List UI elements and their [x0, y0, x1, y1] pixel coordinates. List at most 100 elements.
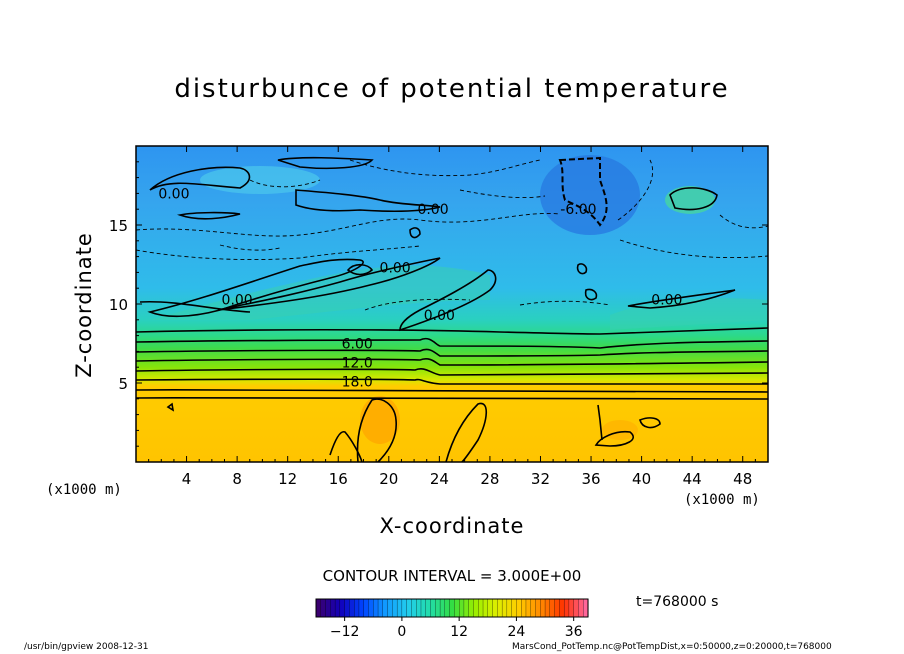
colorbar-cell [568, 598, 575, 618]
colorbar-cell [521, 598, 527, 618]
colorbar-cell [444, 598, 451, 618]
footer-program-date: /usr/bin/gpview 2008-12-31 [24, 642, 149, 652]
colorbar-cell [325, 598, 331, 618]
colorbar-cell [559, 598, 565, 618]
colorbar-cell [349, 598, 355, 618]
colorbar-cell [439, 598, 446, 618]
contour-lines [136, 156, 768, 462]
colorbar-cell [377, 598, 384, 618]
colorbar-cell [516, 598, 522, 618]
y-tick-label: 10 [109, 296, 128, 314]
colorbar-cell [482, 598, 489, 618]
colorbar-cell [497, 598, 503, 618]
contour-label: 6.00 [342, 337, 373, 353]
colorbar-cell [401, 598, 408, 618]
colorbar-cell [344, 598, 350, 618]
colorbar-cell [540, 598, 546, 618]
colorbar-cell [411, 598, 417, 618]
x-tick-label: 28 [480, 470, 499, 488]
heatmap-field [136, 146, 768, 462]
colorbar-cell [358, 598, 365, 618]
colorbar-cell [525, 598, 532, 618]
colorbar-cell [363, 598, 370, 618]
colorbar-cell [459, 598, 465, 618]
colorbar-cell [544, 598, 551, 618]
colorbar-cell [511, 598, 517, 618]
colorbar-tick-label: −12 [330, 624, 360, 640]
contour-label: -6.00 [560, 202, 596, 218]
y-axis-unit: (x1000 m) [46, 482, 122, 498]
colorbar-cell [406, 598, 412, 618]
colorbar-cell [549, 598, 556, 618]
colorbar-cell [506, 598, 513, 618]
contour-label: 18.0 [342, 374, 373, 390]
x-axis-unit: (x1000 m) [684, 492, 760, 508]
x-tick-label: 20 [379, 470, 398, 488]
x-tick-label: 40 [632, 470, 651, 488]
colorbar-cell [387, 598, 393, 618]
x-tick-label: 32 [531, 470, 550, 488]
contour-label: 0.00 [222, 292, 253, 308]
colorbar-cell [392, 598, 398, 618]
colorbar: −12 0 12 24 36 [315, 598, 589, 640]
contour-label: 12.0 [342, 355, 373, 371]
contour-label: 0.00 [424, 308, 455, 324]
x-tick-label: 44 [683, 470, 702, 488]
colorbar-cell [563, 598, 570, 618]
x-tick-label: 8 [232, 470, 242, 488]
colorbar-cell [334, 598, 341, 618]
colorbar-cell [373, 598, 379, 618]
colorbar-cell [463, 598, 470, 618]
contour-label: 0.00 [380, 261, 411, 277]
colorbar-cell [501, 598, 508, 618]
y-tick-label: 15 [109, 217, 128, 235]
y-tick-label: 5 [118, 375, 128, 393]
colorbar-cell [315, 598, 322, 618]
contour-interval-label: CONTOUR INTERVAL = 3.000E+00 [322, 567, 582, 585]
x-axis-label: X-coordinate [379, 514, 525, 538]
colorbar-cell [425, 598, 432, 618]
colorbar-cell [354, 598, 360, 618]
colorbar-tick-label: 36 [565, 624, 583, 640]
x-tick-label: 12 [278, 470, 297, 488]
colorbar-cell [330, 598, 336, 618]
colorbar-cell [449, 598, 455, 618]
colorbar-cell [320, 598, 327, 618]
colorbar-cell [396, 598, 403, 618]
colorbar-cell [382, 598, 389, 618]
contour-label: 0.00 [651, 292, 682, 308]
colorbar-cell [416, 598, 422, 618]
colorbar-cell [535, 598, 541, 618]
colorbar-tick-label: 12 [450, 624, 468, 640]
colorbar-cell [430, 598, 436, 618]
colorbar-cell [478, 598, 484, 618]
contour-label: 0.00 [417, 202, 448, 218]
colorbar-cell [554, 598, 560, 618]
colorbar-frame [315, 598, 589, 618]
colorbar-cell [420, 598, 427, 618]
colorbar-cell [487, 598, 494, 618]
colorbar-cell [468, 598, 475, 618]
colorbar-cell [368, 598, 374, 618]
y-axis-label: Z-coordinate [72, 232, 96, 378]
colorbar-cell [435, 598, 441, 618]
colorbar-cell [578, 598, 584, 618]
colorbar-cell [573, 598, 580, 618]
x-tick-label: 36 [581, 470, 600, 488]
colorbar-cell [492, 598, 498, 618]
x-tick-label: 48 [733, 470, 752, 488]
x-tick-label: 4 [182, 470, 192, 488]
x-tick-label: 16 [329, 470, 348, 488]
x-tick-label: 24 [430, 470, 449, 488]
colorbar-cell [530, 598, 537, 618]
dashed-contours [136, 159, 768, 311]
footer-source: MarsCond_PotTemp.nc@PotTempDist,x=0:5000… [512, 642, 832, 652]
colorbar-cell [473, 598, 479, 618]
colorbar-tick-label: 0 [397, 624, 406, 640]
chart-title: disturbunce of potential temperature [174, 74, 730, 104]
time-label: t=768000 s [636, 594, 719, 610]
contour-label: 0.00 [158, 186, 189, 202]
colorbar-cell [454, 598, 460, 618]
